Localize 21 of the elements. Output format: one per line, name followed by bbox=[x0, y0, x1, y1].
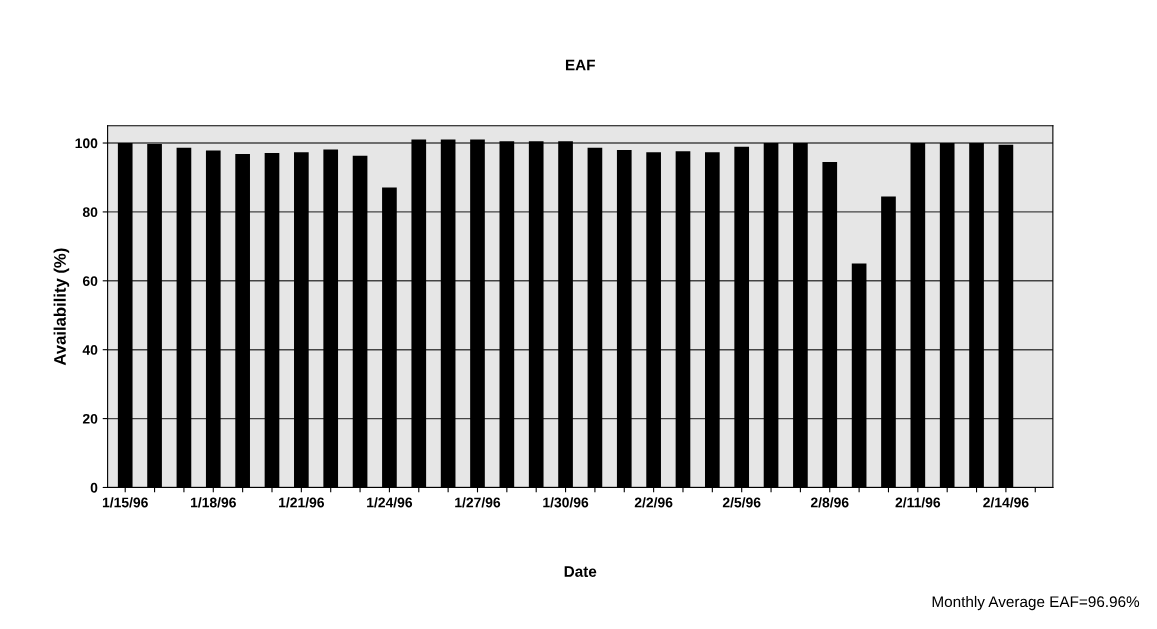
x-axis-title: Date bbox=[564, 566, 597, 577]
x-tick-label: 2/2/96 bbox=[634, 497, 673, 508]
x-tick-label: 2/11/96 bbox=[895, 497, 941, 508]
x-tick-label: 1/30/96 bbox=[543, 497, 589, 508]
x-tick-label: 1/18/96 bbox=[190, 497, 236, 508]
y-tick-label: 60 bbox=[82, 276, 98, 286]
x-tick-label: 2/14/96 bbox=[983, 497, 1029, 508]
y-tick-label: 80 bbox=[82, 207, 98, 218]
y-tick-label: 100 bbox=[75, 138, 98, 149]
x-tick-label: 1/15/96 bbox=[102, 497, 148, 508]
x-tick-label: 2/8/96 bbox=[810, 497, 849, 508]
y-tick-label: 20 bbox=[82, 413, 98, 424]
y-tick-label: 40 bbox=[82, 345, 98, 355]
y-tick-label: 0 bbox=[90, 482, 98, 493]
text: Monthly Average EAF=96.96% bbox=[932, 595, 1140, 611]
x-tick-label: 1/27/96 bbox=[455, 497, 501, 508]
x-tick-label: 1/21/96 bbox=[279, 497, 325, 508]
y-axis-title: Availability (%) bbox=[53, 248, 70, 366]
x-tick-label: 1/24/96 bbox=[367, 497, 413, 508]
x-tick-label: 2/5/96 bbox=[722, 497, 761, 508]
chart-title: EAF bbox=[565, 59, 595, 71]
